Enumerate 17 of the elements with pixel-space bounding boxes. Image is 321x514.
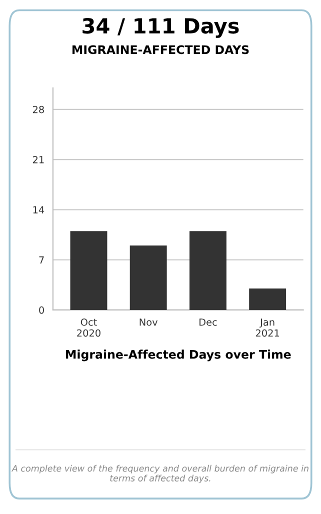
x-axis-title: Migraine-Affected Days over Time xyxy=(66,350,291,362)
x-tick-label: Nov xyxy=(140,318,158,326)
x-tick-label: Dec xyxy=(200,318,217,326)
y-tick-label: 28 xyxy=(32,106,44,114)
chart-subtitle: MIGRAINE-AFFECTED DAYS xyxy=(72,45,249,54)
y-tick-label: 14 xyxy=(33,206,44,214)
bar xyxy=(189,231,226,310)
chart-title: 34 / 111 Days xyxy=(82,18,239,38)
bar xyxy=(70,231,108,310)
bar xyxy=(130,245,167,310)
text: A complete view of the frequency and overall burden of migraine in terms of affected days. xyxy=(11,464,308,484)
x-tick-label: Oct 2020 xyxy=(77,318,100,337)
y-tick-label: 0 xyxy=(39,306,44,314)
x-tick-label: Jan 2021 xyxy=(256,318,280,337)
y-tick-label: 21 xyxy=(32,156,44,164)
bar xyxy=(249,288,286,310)
y-tick-label: 7 xyxy=(39,256,44,264)
